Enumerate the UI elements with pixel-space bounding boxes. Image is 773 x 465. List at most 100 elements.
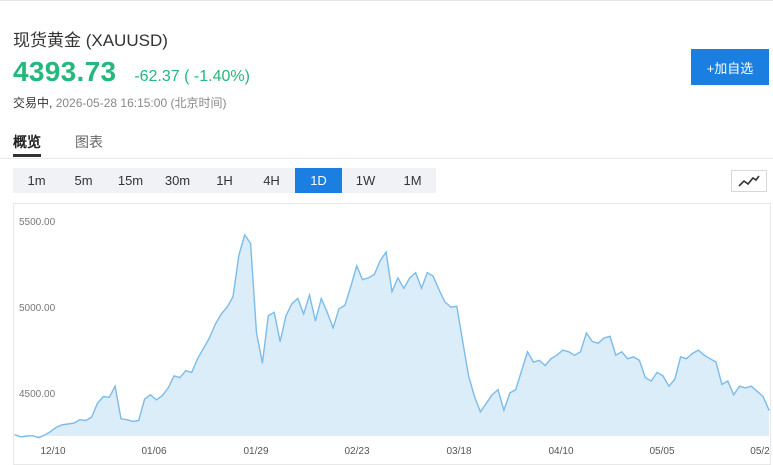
price-point (491, 394, 493, 396)
price-point (509, 392, 511, 394)
tab-chart[interactable]: 图表 (75, 134, 103, 150)
range-1d-button[interactable]: 1D (295, 168, 342, 193)
range-1mo-button[interactable]: 1M (403, 173, 422, 188)
price-point (161, 395, 163, 397)
price-point (279, 340, 281, 343)
price-point (468, 375, 470, 377)
price-point (709, 358, 711, 360)
price-point (756, 390, 758, 392)
price-point (668, 385, 670, 387)
price-point (267, 315, 269, 317)
price-point (597, 342, 599, 344)
price-point (697, 349, 699, 351)
price-point (332, 327, 334, 329)
price-point (685, 358, 688, 360)
instrument-title: 现货黄金 (XAUUSD) (13, 31, 168, 50)
price-point (96, 402, 99, 404)
range-30m-button[interactable]: 30m (164, 173, 191, 188)
price-point (521, 370, 523, 372)
price-point (55, 426, 57, 428)
price-point (385, 251, 387, 253)
price-area-chart: 4500.00 5000.00 5500.00 12/10 01/06 01/29 02/2… (14, 217, 770, 457)
range-4h-button[interactable]: 4H (263, 173, 280, 188)
price-point (579, 351, 582, 353)
price-point (391, 291, 393, 293)
price-point (273, 311, 275, 313)
price-point (185, 370, 187, 372)
price-point (132, 420, 134, 422)
price-point (326, 311, 328, 313)
price-point (38, 437, 40, 439)
price-point (662, 375, 664, 377)
price-point (432, 275, 434, 277)
price-point (450, 306, 452, 308)
price-point (291, 303, 293, 305)
y-tick-label: 5000.00 (19, 303, 56, 314)
price-point (397, 277, 399, 279)
tab-overview[interactable]: 概览 (13, 134, 41, 150)
add-to-watchlist-button[interactable]: +加自选 (691, 49, 769, 85)
price-point (285, 315, 287, 317)
price-point (556, 354, 558, 356)
range-15m-button[interactable]: 15m (117, 173, 144, 188)
price-point (155, 399, 157, 401)
price-point (73, 422, 75, 424)
price-point (409, 277, 411, 279)
price-point (744, 387, 747, 389)
price-point (26, 435, 28, 437)
price-point (179, 377, 181, 379)
price-point (61, 424, 63, 426)
price-point (403, 287, 405, 289)
price-point (102, 395, 104, 398)
price-point (656, 371, 658, 373)
price-point (261, 362, 263, 364)
price-point (297, 297, 299, 300)
range-5m-button[interactable]: 5m (74, 173, 93, 188)
price-point (703, 354, 705, 356)
y-tick-label: 5500.00 (19, 217, 56, 228)
price-point (438, 289, 440, 291)
price-point (721, 383, 723, 385)
price-point (415, 272, 417, 274)
price-point (585, 332, 588, 334)
price-point (621, 351, 623, 353)
price-point (750, 385, 752, 387)
price-point (680, 356, 682, 358)
y-tick-label: 4500.00 (19, 389, 56, 400)
price-point (85, 419, 87, 422)
price-point (208, 337, 210, 339)
price-point (638, 359, 641, 361)
price-point (91, 416, 93, 418)
price-point (167, 387, 169, 389)
price-point (574, 354, 576, 356)
price-point (226, 306, 228, 308)
chart-type-button[interactable] (731, 170, 767, 192)
range-1w-button[interactable]: 1W (355, 173, 376, 188)
price-point (344, 304, 346, 306)
price-point (550, 358, 552, 360)
price-point (727, 380, 729, 382)
price-change: -62.37 ( -1.40%) (134, 68, 250, 85)
x-tick-label: 02/23 (344, 446, 369, 457)
price-point (503, 409, 505, 411)
trading-status: 交易中, 2026-05-28 16:15:00 (北京时间) (13, 94, 226, 111)
chart-container: 4500.00 5000.00 5500.00 12/10 01/06 01/29 02/2… (13, 203, 771, 465)
price-point (515, 389, 517, 391)
price-point (591, 340, 593, 343)
active-tab-indicator (13, 154, 41, 157)
x-tick-label: 12/10 (40, 446, 65, 457)
time-range-selector: 1m 5m 15m 30m 1H 4H 1D 1W 1M (13, 168, 436, 193)
range-1m-button[interactable]: 1m (27, 173, 46, 188)
price-point (214, 323, 216, 325)
price-point (462, 340, 464, 343)
price-point (197, 358, 199, 360)
price-point (568, 351, 570, 353)
price-point (303, 313, 305, 315)
price-point (379, 260, 381, 262)
price-point (356, 265, 358, 267)
x-tick-label: 01/06 (141, 446, 166, 457)
price-point (149, 394, 152, 396)
price-point (67, 423, 69, 425)
price-point (250, 242, 252, 245)
range-1h-button[interactable]: 1H (216, 173, 233, 188)
